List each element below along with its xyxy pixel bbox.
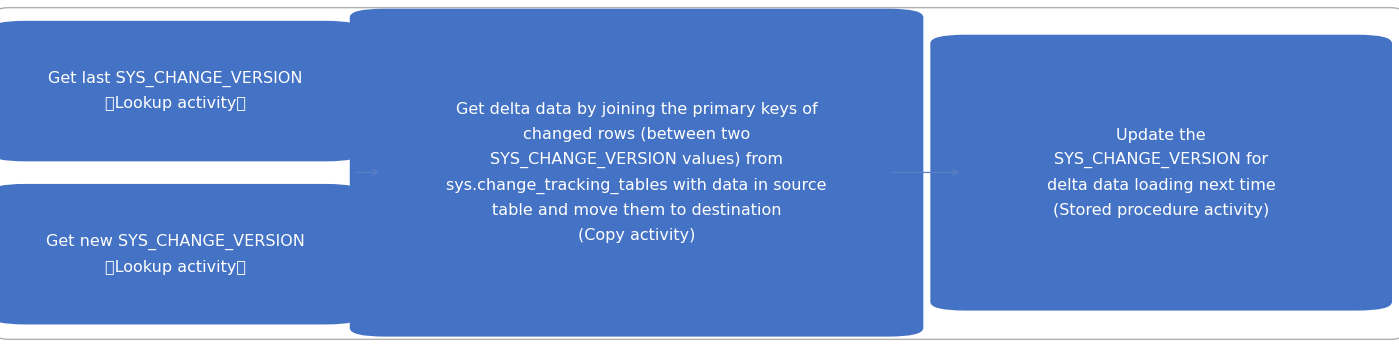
Text: Update the
SYS_CHANGE_VERSION for
delta data loading next time
(Stored procedure: Update the SYS_CHANGE_VERSION for delta … bbox=[1046, 128, 1276, 218]
FancyBboxPatch shape bbox=[0, 21, 361, 161]
Text: Get last SYS_CHANGE_VERSION
（Lookup activity）: Get last SYS_CHANGE_VERSION （Lookup acti… bbox=[49, 71, 302, 111]
FancyBboxPatch shape bbox=[930, 35, 1392, 311]
FancyBboxPatch shape bbox=[0, 8, 1399, 339]
FancyBboxPatch shape bbox=[350, 9, 923, 337]
Text: Get new SYS_CHANGE_VERSION
（Lookup activity）: Get new SYS_CHANGE_VERSION （Lookup activ… bbox=[46, 234, 305, 274]
Text: Get delta data by joining the primary keys of
changed rows (between two
SYS_CHAN: Get delta data by joining the primary ke… bbox=[446, 102, 827, 243]
FancyBboxPatch shape bbox=[0, 184, 361, 324]
